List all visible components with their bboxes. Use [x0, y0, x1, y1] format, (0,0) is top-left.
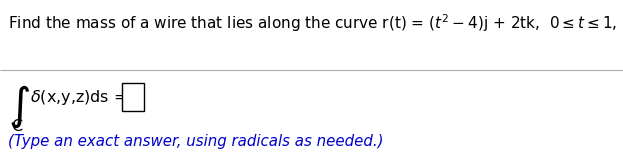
Bar [122, 83, 144, 111]
Text: $\delta$(x,y,z)ds =: $\delta$(x,y,z)ds = [30, 88, 129, 107]
Text: C: C [11, 119, 22, 134]
Text: $\int$: $\int$ [8, 84, 30, 130]
Text: (Type an exact answer, using radicals as needed.): (Type an exact answer, using radicals as… [8, 134, 384, 149]
Text: Find the mass of a wire that lies along the curve r(t) = $(t^2 - 4)$j + 2tk,  $0: Find the mass of a wire that lies along … [8, 8, 623, 41]
